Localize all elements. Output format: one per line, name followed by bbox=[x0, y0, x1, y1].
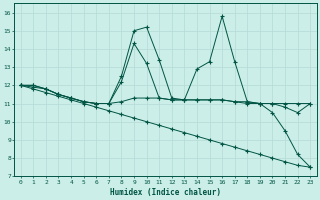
X-axis label: Humidex (Indice chaleur): Humidex (Indice chaleur) bbox=[110, 188, 221, 197]
